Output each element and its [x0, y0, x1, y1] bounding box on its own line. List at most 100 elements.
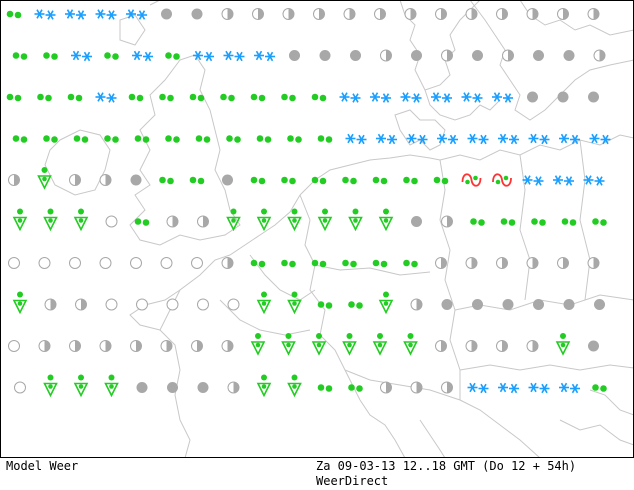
partly-cloudy-icon [526, 8, 539, 20]
snow-icon [431, 92, 452, 103]
shower-icon [37, 167, 52, 190]
snow-icon [345, 133, 367, 145]
snow-icon [498, 382, 519, 394]
snow-icon [583, 175, 605, 186]
rain-icon [342, 259, 357, 268]
rain-icon [250, 93, 266, 102]
clear-icon [130, 257, 142, 269]
clear-icon [191, 257, 203, 269]
shower-icon [317, 208, 333, 232]
clear-icon [69, 257, 81, 269]
partly-cloudy-icon [526, 340, 539, 352]
rain-icon [281, 176, 296, 185]
partly-cloudy-icon [557, 8, 569, 20]
partly-cloudy-icon [69, 340, 81, 352]
partly-cloudy-icon [410, 381, 423, 394]
snow-icon [132, 50, 153, 62]
partly-cloudy-icon [38, 340, 51, 352]
forecast-time-label: Za 09-03-13 12..18 GMT (Do 12 + 54h) [316, 459, 577, 473]
rain-icon [433, 176, 449, 185]
rain-icon [104, 52, 119, 60]
partly-cloudy-icon [441, 215, 453, 228]
partly-cloudy-icon [343, 8, 356, 20]
snow-icon [467, 382, 489, 394]
rain-icon [348, 301, 363, 309]
shower-icon [348, 208, 363, 232]
partly-cloudy-icon [593, 49, 606, 62]
partly-cloudy-icon [313, 8, 325, 20]
clear-icon [160, 257, 173, 269]
partly-cloudy-icon [130, 340, 142, 352]
shower-icon [43, 374, 58, 398]
partly-cloudy-icon [99, 340, 112, 352]
partly-cloudy-icon [441, 381, 453, 394]
partly-cloudy-icon [496, 340, 508, 352]
snow-icon [254, 50, 275, 62]
shower-icon [12, 208, 28, 232]
partly-cloudy-icon [221, 257, 234, 269]
overcast-icon [563, 50, 575, 61]
snow-icon [65, 9, 86, 20]
rain-icon [470, 218, 485, 226]
source-label: WeerDirect [316, 474, 389, 488]
rain-icon [195, 135, 211, 143]
overcast-icon [472, 50, 483, 61]
rain-icon [189, 176, 205, 185]
clear-icon [105, 215, 118, 228]
partly-cloudy-icon [75, 298, 87, 311]
partly-cloudy-icon [410, 298, 423, 311]
clear-icon [8, 257, 20, 269]
partly-cloudy-icon [221, 8, 234, 20]
snow-icon [339, 92, 361, 103]
map-canvas [0, 0, 634, 459]
partly-cloudy-icon [166, 215, 179, 228]
overcast-icon [197, 382, 209, 393]
weather-map [0, 0, 634, 459]
rain-icon [6, 10, 22, 19]
overcast-icon [533, 50, 544, 61]
rain-icon [311, 93, 327, 102]
rain-icon [159, 93, 174, 102]
shower-icon [256, 291, 272, 315]
partly-cloudy-icon [557, 257, 569, 269]
shower-icon [378, 291, 394, 315]
overcast-icon [557, 91, 569, 103]
rain-icon [342, 176, 357, 185]
model-label: Model Weer [6, 459, 79, 473]
snow-icon [370, 92, 391, 103]
shower-icon [342, 333, 357, 356]
snow-icon [95, 92, 117, 103]
rain-icon [311, 176, 327, 185]
snow-icon [126, 9, 147, 20]
shower-icon [256, 374, 272, 398]
shower-icon [287, 291, 302, 315]
rain-icon [372, 259, 388, 268]
snow-icon [376, 133, 397, 145]
rain-icon [159, 176, 174, 185]
overcast-icon [350, 50, 361, 61]
shower-icon [73, 374, 89, 398]
rain-icon [165, 52, 180, 60]
rain-icon [128, 93, 144, 102]
partly-cloudy-icon [441, 49, 453, 62]
shower-icon [287, 208, 302, 232]
weather-symbols [6, 8, 611, 398]
rain-icon [403, 259, 418, 268]
shower-icon [555, 333, 571, 356]
overcast-icon [289, 50, 300, 61]
snow-icon [461, 92, 483, 103]
shower-icon [12, 291, 28, 315]
rain-icon [500, 218, 516, 226]
clear-icon [105, 298, 118, 311]
snow-icon [437, 133, 458, 145]
snow-icon [528, 133, 550, 145]
partly-cloudy-icon [380, 381, 392, 394]
partly-cloudy-icon [227, 381, 240, 394]
rain-icon [134, 135, 150, 143]
snow-icon [193, 50, 214, 62]
rain-icon [6, 93, 22, 102]
rain-icon [592, 218, 607, 226]
overcast-icon [502, 299, 514, 310]
partly-cloudy-icon [496, 8, 508, 20]
rain-icon [372, 176, 388, 185]
